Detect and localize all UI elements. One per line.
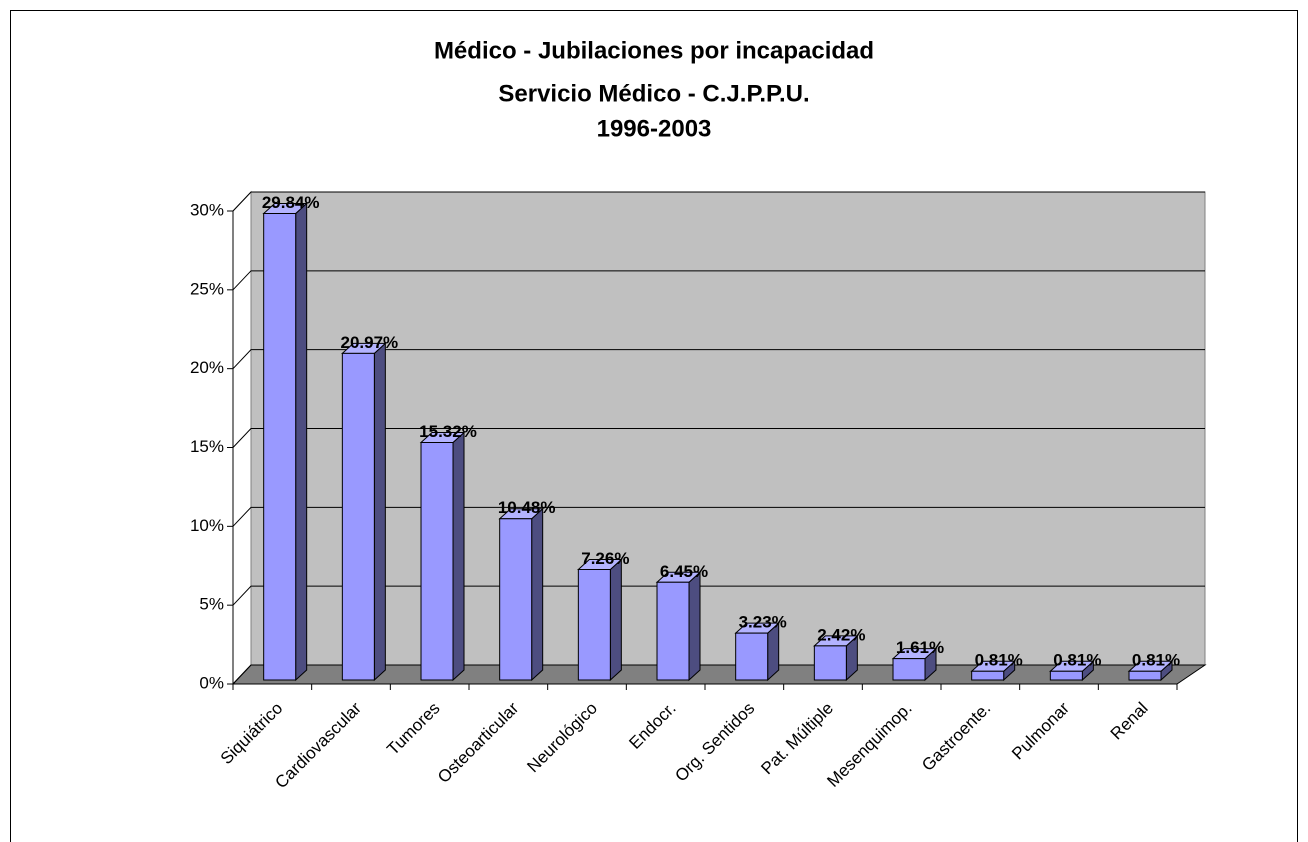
data-label: 15.32%: [419, 422, 477, 441]
x-tick-label: Mesenquimop.: [823, 699, 915, 791]
data-label: 0.81%: [1053, 651, 1101, 670]
bar: [262, 202, 308, 682]
x-tick-label: Tumores: [383, 699, 443, 759]
data-label: 1.61%: [896, 638, 944, 657]
bar: [498, 507, 544, 682]
bar-face: [452, 431, 465, 682]
bar-face: [531, 507, 544, 682]
bar: [970, 660, 1016, 682]
chart-title: Médico - Jubilaciones por incapacidad: [434, 37, 874, 64]
bar-face: [341, 352, 375, 681]
bar-face: [656, 581, 690, 681]
data-label: 2.42%: [817, 625, 865, 644]
bar: [419, 431, 466, 682]
bar: [341, 342, 387, 682]
y-tick-label: 25%: [190, 279, 224, 298]
bar: [577, 558, 623, 682]
x-tick-label: Pat. Múltiple: [757, 699, 837, 779]
bar: [655, 571, 702, 682]
grid-line: [232, 349, 1205, 370]
x-tick-label: Endocr.: [625, 699, 679, 753]
y-tick-label: 20%: [190, 358, 224, 377]
x-tick-label: Org. Sentidos: [671, 699, 758, 786]
data-label: 3.23%: [739, 613, 787, 632]
grid-line: [232, 664, 1205, 685]
bar-face: [609, 558, 622, 682]
bar-face: [373, 342, 386, 682]
y-tick-label: 5%: [199, 595, 224, 614]
bar-face: [813, 645, 847, 681]
x-tick-label: Renal: [1107, 699, 1152, 744]
bar-face: [1128, 670, 1162, 681]
x-tick-label: Pulmonar: [1008, 698, 1073, 763]
y-tick-label: 15%: [190, 437, 224, 456]
bar-face: [577, 569, 611, 681]
grid-line: [232, 428, 1205, 448]
bar-face: [499, 518, 533, 681]
bar: [891, 647, 938, 682]
data-label: 0.81%: [975, 651, 1023, 670]
x-tick-label: Gastroente.: [918, 699, 994, 775]
bar-face: [735, 632, 769, 681]
grid-line: [232, 270, 1205, 291]
data-label: 29.84%: [262, 193, 320, 212]
bar-face: [420, 441, 454, 681]
x-tick-label: Osteoarticular: [434, 698, 522, 786]
chart-frame: [10, 10, 1298, 842]
chart-title: Servicio Médico - C.J.P.P.U.: [498, 80, 809, 107]
y-tick-label: 10%: [190, 516, 224, 535]
bar-face: [263, 213, 297, 681]
x-tick-label: Siquiátrico: [217, 699, 287, 769]
bar: [734, 621, 780, 682]
bar: [813, 634, 859, 682]
bar: [1049, 660, 1095, 682]
x-tick-label: Neurológico: [523, 699, 601, 777]
data-label: 20.97%: [341, 333, 399, 352]
bar: [1127, 660, 1174, 682]
data-label: 0.81%: [1132, 651, 1180, 670]
bar-face: [295, 202, 308, 682]
bar-face: [971, 670, 1005, 681]
bar-face: [1049, 670, 1083, 681]
y-tick-label: 0%: [199, 673, 224, 692]
grid-line: [232, 191, 1205, 212]
bar-face: [688, 571, 701, 682]
grid-line: [232, 506, 1205, 527]
y-tick-label: 30%: [190, 200, 224, 219]
chart-title: 1996-2003: [597, 115, 712, 142]
grid-line: [232, 585, 1205, 606]
data-label: 10.48%: [498, 498, 556, 517]
data-label: 6.45%: [660, 562, 708, 581]
data-label: 7.26%: [581, 549, 629, 568]
bar-face: [892, 658, 926, 681]
